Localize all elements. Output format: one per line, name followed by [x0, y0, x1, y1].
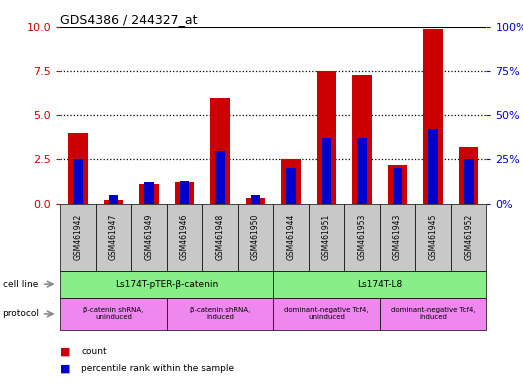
Bar: [317, 71, 336, 204]
Text: GSM461946: GSM461946: [180, 214, 189, 260]
Text: Ls174T-pTER-β-catenin: Ls174T-pTER-β-catenin: [115, 280, 218, 289]
Bar: [179, 180, 189, 204]
Bar: [202, 204, 238, 271]
Bar: [353, 74, 372, 204]
Text: GSM461951: GSM461951: [322, 214, 331, 260]
Bar: [131, 204, 167, 271]
Bar: [104, 200, 123, 204]
Text: GSM461950: GSM461950: [251, 214, 260, 260]
Text: GSM461943: GSM461943: [393, 214, 402, 260]
Bar: [357, 138, 367, 204]
Bar: [274, 271, 486, 298]
Text: dominant-negative Tcf4,
induced: dominant-negative Tcf4, induced: [391, 308, 475, 320]
Bar: [144, 182, 154, 204]
Bar: [309, 204, 344, 271]
Text: β-catenin shRNA,
induced: β-catenin shRNA, induced: [190, 308, 250, 320]
Bar: [109, 195, 118, 204]
Bar: [60, 204, 96, 271]
Bar: [344, 204, 380, 271]
Text: cell line: cell line: [3, 280, 38, 289]
Bar: [459, 147, 479, 204]
Text: Ls174T-L8: Ls174T-L8: [357, 280, 403, 289]
Bar: [167, 298, 274, 330]
Text: dominant-negative Tcf4,
uninduced: dominant-negative Tcf4, uninduced: [284, 308, 369, 320]
Bar: [60, 271, 273, 298]
Bar: [380, 204, 415, 271]
Bar: [60, 298, 167, 330]
Bar: [73, 159, 83, 204]
Text: GSM461953: GSM461953: [358, 214, 367, 260]
Text: GSM461949: GSM461949: [144, 214, 153, 260]
Bar: [274, 204, 309, 271]
Bar: [380, 298, 486, 330]
Text: ■: ■: [60, 364, 71, 374]
Text: GDS4386 / 244327_at: GDS4386 / 244327_at: [60, 13, 198, 26]
Bar: [215, 151, 225, 204]
Text: count: count: [81, 347, 107, 356]
Bar: [210, 98, 230, 204]
Text: GSM461952: GSM461952: [464, 214, 473, 260]
Bar: [274, 298, 380, 330]
Text: protocol: protocol: [3, 310, 40, 318]
Bar: [238, 204, 274, 271]
Bar: [428, 129, 438, 204]
Text: GSM461942: GSM461942: [73, 214, 83, 260]
Bar: [68, 133, 88, 204]
Bar: [393, 168, 403, 204]
Bar: [451, 204, 486, 271]
Text: β-catenin shRNA,
uninduced: β-catenin shRNA, uninduced: [83, 308, 144, 320]
Bar: [286, 168, 296, 204]
Text: percentile rank within the sample: percentile rank within the sample: [81, 364, 234, 373]
Bar: [464, 159, 473, 204]
Text: GSM461945: GSM461945: [429, 214, 438, 260]
Text: ■: ■: [60, 346, 71, 356]
Bar: [246, 198, 265, 204]
Bar: [388, 165, 407, 204]
Bar: [322, 138, 332, 204]
Bar: [415, 204, 451, 271]
Bar: [167, 204, 202, 271]
Text: GSM461948: GSM461948: [215, 214, 224, 260]
Bar: [175, 182, 194, 204]
Bar: [251, 195, 260, 204]
Text: GSM461947: GSM461947: [109, 214, 118, 260]
Bar: [96, 204, 131, 271]
Bar: [423, 29, 443, 204]
Bar: [139, 184, 158, 204]
Text: GSM461944: GSM461944: [287, 214, 295, 260]
Bar: [281, 159, 301, 204]
